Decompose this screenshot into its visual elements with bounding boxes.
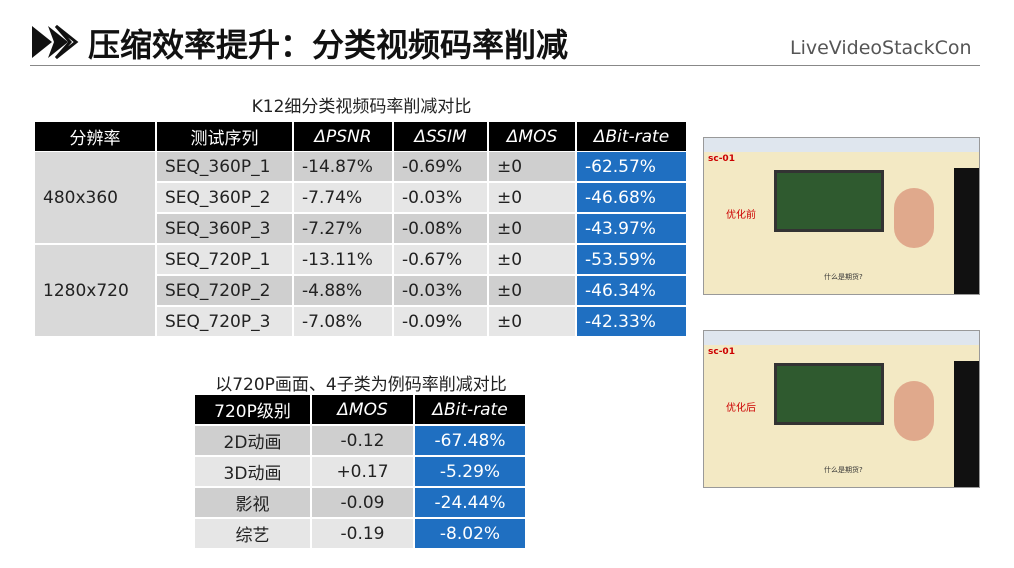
table-cell: SEQ_720P_3 (157, 307, 292, 336)
table-cell: SEQ_360P_1 (157, 152, 292, 181)
table-cell: -0.12 (312, 426, 413, 455)
character (894, 381, 934, 441)
black-strip (954, 361, 979, 487)
black-strip (954, 168, 979, 294)
table-cell: ΔMOS (489, 122, 575, 151)
caption: 什么是期货? (824, 273, 863, 281)
caption: 什么是期货? (824, 466, 863, 474)
screenshot: sc-01 优化前 什么是期货? (703, 137, 980, 295)
table-cell: +0.17 (312, 457, 413, 486)
table-cell: 3D动画 (195, 457, 310, 486)
table-cell: 测试序列 (157, 122, 292, 151)
table-cell: -24.44% (415, 488, 525, 517)
table-cell: 分辨率 (35, 122, 155, 151)
table-cell: 480x360 (35, 152, 155, 243)
label: 优化后 (726, 403, 756, 414)
table-cell: -42.33% (577, 307, 686, 336)
table-cell: ±0 (489, 152, 575, 181)
table-cell: -7.27% (294, 214, 392, 243)
table-cell: -46.34% (577, 276, 686, 305)
table-cell: -4.88% (294, 276, 392, 305)
table2-caption: 以720P画面、4子类为例码率削减对比 (215, 375, 507, 395)
table-cell: ΔMOS (312, 395, 413, 424)
table-cell: -0.67% (394, 245, 487, 274)
title: 压缩效率提升：分类视频码率削减 (88, 26, 569, 64)
table-cell: -53.59% (577, 245, 686, 274)
table-cell: -13.11% (294, 245, 392, 274)
label: 优化前 (726, 210, 756, 221)
table-cell: 1280x720 (35, 245, 155, 336)
table-cell: SEQ_360P_2 (157, 183, 292, 212)
table-cell: 720P级别 (195, 395, 310, 424)
table-cell: 影视 (195, 488, 310, 517)
table-cell: ±0 (489, 245, 575, 274)
table-cell: SEQ_720P_2 (157, 276, 292, 305)
table-cell: -67.48% (415, 426, 525, 455)
table-cell: -0.69% (394, 152, 487, 181)
table-cell: ΔBit-rate (415, 395, 525, 424)
table-cell: ΔSSIM (394, 122, 487, 151)
tag: sc-01 (708, 347, 735, 357)
table-cell: -0.09% (394, 307, 487, 336)
tag: sc-01 (708, 154, 735, 164)
table-cell: ±0 (489, 276, 575, 305)
table-cell: -7.74% (294, 183, 392, 212)
table-cell: -0.19 (312, 519, 413, 548)
table1-caption: K12细分类视频码率削减对比 (251, 97, 472, 117)
table-cell: -7.08% (294, 307, 392, 336)
table-cell: SEQ_720P_1 (157, 245, 292, 274)
table-cell: 综艺 (195, 519, 310, 548)
table-cell: -0.09 (312, 488, 413, 517)
logo: LiveVideoStackCon (790, 37, 972, 59)
table-cell: SEQ_360P_3 (157, 214, 292, 243)
table-cell: -5.29% (415, 457, 525, 486)
table-cell: ΔBit-rate (577, 122, 686, 151)
table-cell: -14.87% (294, 152, 392, 181)
table-cell: -62.57% (577, 152, 686, 181)
table-cell: -43.97% (577, 214, 686, 243)
board (774, 170, 884, 232)
screenshot: sc-01 优化后 什么是期货? (703, 330, 980, 488)
board (774, 363, 884, 425)
table-cell: -0.08% (394, 214, 487, 243)
title-rule (30, 65, 980, 66)
arrow-icon (32, 24, 79, 60)
table-cell: ΔPSNR (294, 122, 392, 151)
table-cell: -46.68% (577, 183, 686, 212)
table-cell: ±0 (489, 307, 575, 336)
table-cell: -8.02% (415, 519, 525, 548)
toolbar (704, 138, 979, 152)
table-cell: ±0 (489, 183, 575, 212)
character (894, 188, 934, 248)
table-cell: ±0 (489, 214, 575, 243)
toolbar (704, 331, 979, 345)
table-cell: -0.03% (394, 183, 487, 212)
table-cell: 2D动画 (195, 426, 310, 455)
table-cell: -0.03% (394, 276, 487, 305)
